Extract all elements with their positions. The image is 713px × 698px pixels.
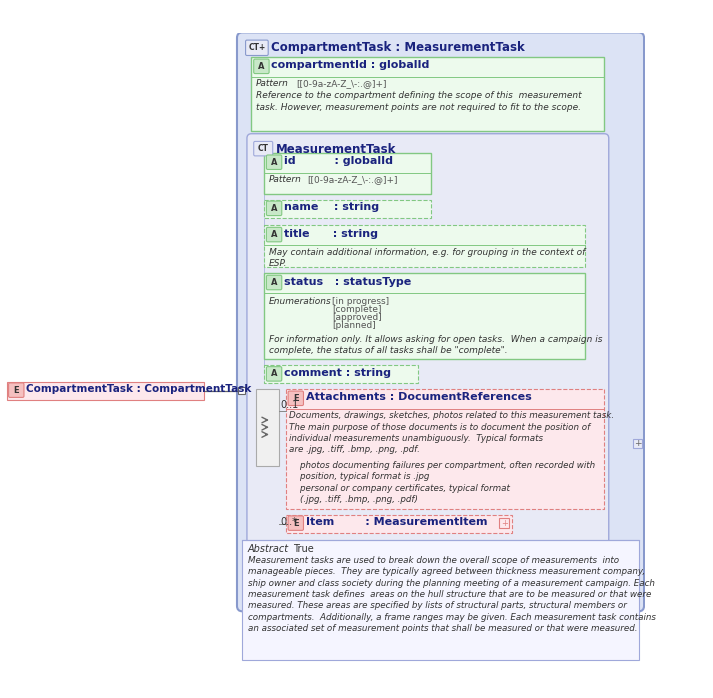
Text: id          : globalId: id : globalId <box>284 156 393 166</box>
Text: E: E <box>293 519 299 528</box>
Text: +: + <box>634 440 642 448</box>
Text: name    : string: name : string <box>284 202 379 212</box>
Text: photos documenting failures per compartment, often recorded with
    position, t: photos documenting failures per compartm… <box>289 461 595 504</box>
Bar <box>256 389 279 466</box>
Bar <box>264 153 431 194</box>
Bar <box>499 518 509 528</box>
FancyBboxPatch shape <box>245 40 268 55</box>
Text: A: A <box>271 204 277 213</box>
Text: [[0-9a-zA-Z_\-:.@]+]: [[0-9a-zA-Z_\-:.@]+] <box>307 175 398 184</box>
Text: [planned]: [planned] <box>332 321 376 330</box>
Text: Item        : MeasurementItem: Item : MeasurementItem <box>306 517 487 527</box>
Text: CT: CT <box>257 144 269 153</box>
Text: Pattern: Pattern <box>269 175 302 184</box>
Text: 0..1: 0..1 <box>280 400 299 410</box>
FancyBboxPatch shape <box>267 366 282 381</box>
FancyBboxPatch shape <box>267 155 282 170</box>
Text: Measurement tasks are used to break down the overall scope of measurements  into: Measurement tasks are used to break down… <box>248 556 656 633</box>
Bar <box>242 540 639 660</box>
FancyBboxPatch shape <box>237 32 644 611</box>
Bar <box>286 514 512 533</box>
FancyBboxPatch shape <box>288 516 304 530</box>
Text: status   : statusType: status : statusType <box>284 276 411 287</box>
Text: title      : string: title : string <box>284 229 378 239</box>
Bar <box>7 382 205 400</box>
Text: comment : string: comment : string <box>284 368 391 378</box>
Text: A: A <box>271 278 277 287</box>
Bar <box>633 438 642 447</box>
Text: Abstract: Abstract <box>248 544 289 554</box>
Text: Documents, drawings, sketches, photos related to this measurement task.
The main: Documents, drawings, sketches, photos re… <box>289 411 615 454</box>
FancyBboxPatch shape <box>247 134 609 573</box>
Text: [approved]: [approved] <box>332 313 381 322</box>
Text: E: E <box>293 394 299 403</box>
FancyBboxPatch shape <box>267 275 282 290</box>
Text: CompartmentTask : CompartmentTask: CompartmentTask : CompartmentTask <box>26 385 252 394</box>
Text: E: E <box>14 386 19 394</box>
Text: CT+: CT+ <box>248 43 265 52</box>
FancyBboxPatch shape <box>288 391 304 406</box>
Text: [in progress]: [in progress] <box>332 297 389 306</box>
FancyBboxPatch shape <box>267 228 282 242</box>
Text: A: A <box>271 158 277 167</box>
Text: CompartmentTask : MeasurementTask: CompartmentTask : MeasurementTask <box>272 41 525 54</box>
FancyBboxPatch shape <box>9 383 24 397</box>
Text: compartmentId : globalId: compartmentId : globalId <box>272 61 430 70</box>
Text: MeasurementTask: MeasurementTask <box>276 143 396 156</box>
Bar <box>252 57 604 131</box>
Bar <box>286 389 604 509</box>
FancyBboxPatch shape <box>267 201 282 216</box>
FancyBboxPatch shape <box>254 59 269 73</box>
Text: Enumerations: Enumerations <box>269 297 332 306</box>
Text: Reference to the compartment defining the scope of this  measurement
task. Howev: Reference to the compartment defining th… <box>256 91 582 112</box>
Bar <box>264 273 585 359</box>
Bar <box>264 225 585 267</box>
Bar <box>242 38 639 58</box>
Text: 0..*: 0..* <box>280 517 297 527</box>
FancyBboxPatch shape <box>254 142 272 156</box>
Text: A: A <box>271 230 277 239</box>
Text: May contain additional information, e.g. for grouping in the context of
ESP.: May contain additional information, e.g.… <box>269 248 585 268</box>
Bar <box>264 200 431 218</box>
Bar <box>238 387 245 394</box>
Text: [[0-9a-zA-Z_\-:.@]+]: [[0-9a-zA-Z_\-:.@]+] <box>297 80 387 89</box>
Text: +: + <box>501 519 508 528</box>
Text: A: A <box>258 62 265 70</box>
Bar <box>264 365 418 383</box>
Text: For information only. It allows asking for open tasks.  When a campaign is
compl: For information only. It allows asking f… <box>269 334 602 355</box>
Text: Pattern: Pattern <box>256 80 289 89</box>
Text: A: A <box>271 369 277 378</box>
Text: [complete]: [complete] <box>332 305 381 313</box>
Text: Attachments : DocumentReferences: Attachments : DocumentReferences <box>306 392 531 403</box>
Text: True: True <box>293 544 314 554</box>
